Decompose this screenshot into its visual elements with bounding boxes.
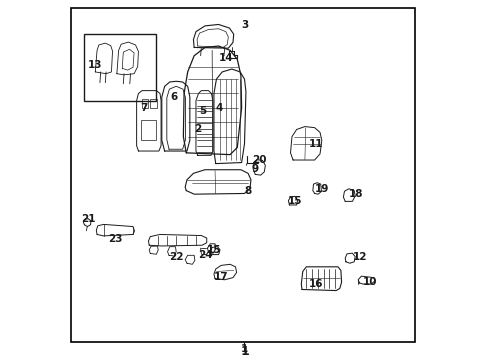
Text: 7: 7 <box>140 103 147 113</box>
Text: 15: 15 <box>206 245 221 255</box>
Text: 22: 22 <box>168 252 183 262</box>
Text: 6: 6 <box>170 92 178 102</box>
Bar <box>142 99 148 108</box>
Text: 14: 14 <box>219 53 233 63</box>
Text: 16: 16 <box>308 279 323 289</box>
Text: 4: 4 <box>215 103 223 113</box>
Text: 8: 8 <box>244 186 251 195</box>
Bar <box>150 99 157 108</box>
Text: 21: 21 <box>81 214 95 224</box>
Text: 20: 20 <box>251 155 265 165</box>
Text: 23: 23 <box>107 234 122 244</box>
Text: 3: 3 <box>241 20 247 30</box>
Text: 9: 9 <box>251 164 258 174</box>
Text: 12: 12 <box>351 252 366 262</box>
Text: 18: 18 <box>348 189 363 199</box>
Bar <box>84 34 156 101</box>
Bar <box>141 120 156 140</box>
Text: 1: 1 <box>240 345 248 358</box>
Text: 10: 10 <box>363 277 377 287</box>
Text: 1: 1 <box>241 344 247 354</box>
Text: 2: 2 <box>194 125 201 134</box>
Text: 24: 24 <box>197 250 212 260</box>
Text: 5: 5 <box>199 107 206 117</box>
Text: 19: 19 <box>314 184 328 194</box>
Text: 17: 17 <box>213 272 228 282</box>
Text: 11: 11 <box>308 139 323 149</box>
Text: 15: 15 <box>287 196 302 206</box>
Text: 13: 13 <box>88 60 102 70</box>
